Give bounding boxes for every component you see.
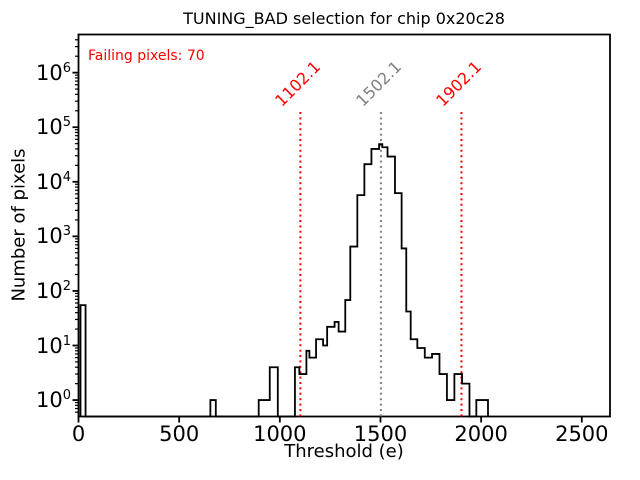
y-tick-label: 103: [35, 224, 71, 249]
histogram-outline: [79, 143, 489, 418]
x-tick-label: 500: [159, 422, 200, 446]
x-tick-label: 2000: [454, 422, 508, 446]
y-tick-label: 105: [35, 115, 71, 140]
y-tick-label: 102: [35, 278, 71, 303]
y-axis-minor-ticks: [75, 39, 79, 413]
x-tick-label: 1500: [353, 422, 408, 446]
x-axis-label: Threshold (e): [284, 441, 404, 462]
chart-title: TUNING_BAD selection for chip 0x20c28: [183, 9, 505, 28]
y-tick-label: 106: [35, 60, 71, 85]
y-axis-label: Number of pixels: [8, 148, 30, 302]
axes-box: [77, 33, 611, 418]
y-tick-label: 101: [35, 333, 71, 358]
failing-pixels-annotation: Failing pixels: 70: [88, 48, 205, 64]
x-tick-label: 1000: [253, 422, 307, 446]
x-tick-label: 2500: [555, 422, 609, 446]
y-tick-label: 104: [35, 169, 71, 194]
x-tick-label: 0: [71, 422, 86, 446]
y-tick-label: 100: [35, 388, 71, 413]
y-axis-ticks: [72, 71, 79, 401]
x-axis-ticks: [77, 416, 583, 423]
